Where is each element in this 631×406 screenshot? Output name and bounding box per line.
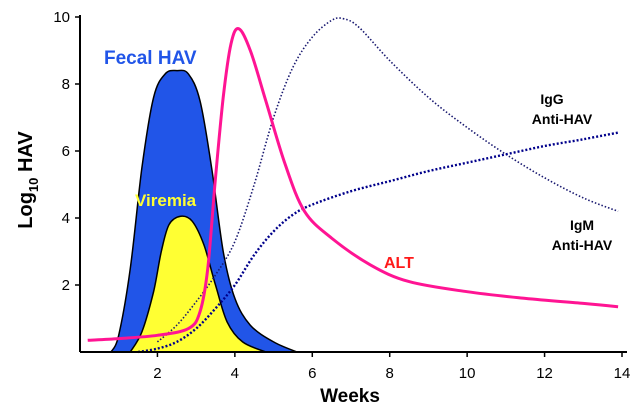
x-axis-title: Weeks <box>320 386 380 406</box>
y-tick-label: 10 <box>53 9 70 26</box>
igm-label-line1: IgM <box>570 217 594 233</box>
y-axis-title-subscript: 10 <box>26 178 41 192</box>
y-tick-label: 4 <box>62 210 70 227</box>
viremia-label: Viremia <box>135 191 197 210</box>
fecal-hav-label: Fecal HAV <box>104 48 197 69</box>
igg-anti-hav-line <box>137 131 619 354</box>
plot-area <box>87 17 619 354</box>
x-tick-label: 10 <box>459 365 476 382</box>
alt-line <box>87 27 619 342</box>
tick-labels: 2 4 6 8 10 12 14 2 4 6 8 10 <box>53 9 630 382</box>
igm-label-line2: Anti-HAV <box>552 237 613 253</box>
y-tick-label: 6 <box>62 143 70 160</box>
x-tick-label: 6 <box>308 365 316 382</box>
y-axis-title: Log10 HAV <box>15 131 41 229</box>
viremia-area <box>128 215 267 353</box>
x-tick-label: 14 <box>614 365 631 382</box>
y-tick-label: 2 <box>62 277 70 294</box>
x-tick-label: 12 <box>536 365 553 382</box>
y-axis-title-rest: HAV <box>15 131 37 178</box>
igg-label-line2: Anti-HAV <box>532 111 593 127</box>
alt-label: ALT <box>384 255 414 272</box>
x-tick-label: 8 <box>386 365 394 382</box>
x-tick-label: 2 <box>153 365 161 382</box>
x-tick-label: 4 <box>231 365 239 382</box>
igg-label-line1: IgG <box>540 91 563 107</box>
y-tick-label: 8 <box>62 76 70 93</box>
y-axis-title-base: Log <box>15 192 37 229</box>
